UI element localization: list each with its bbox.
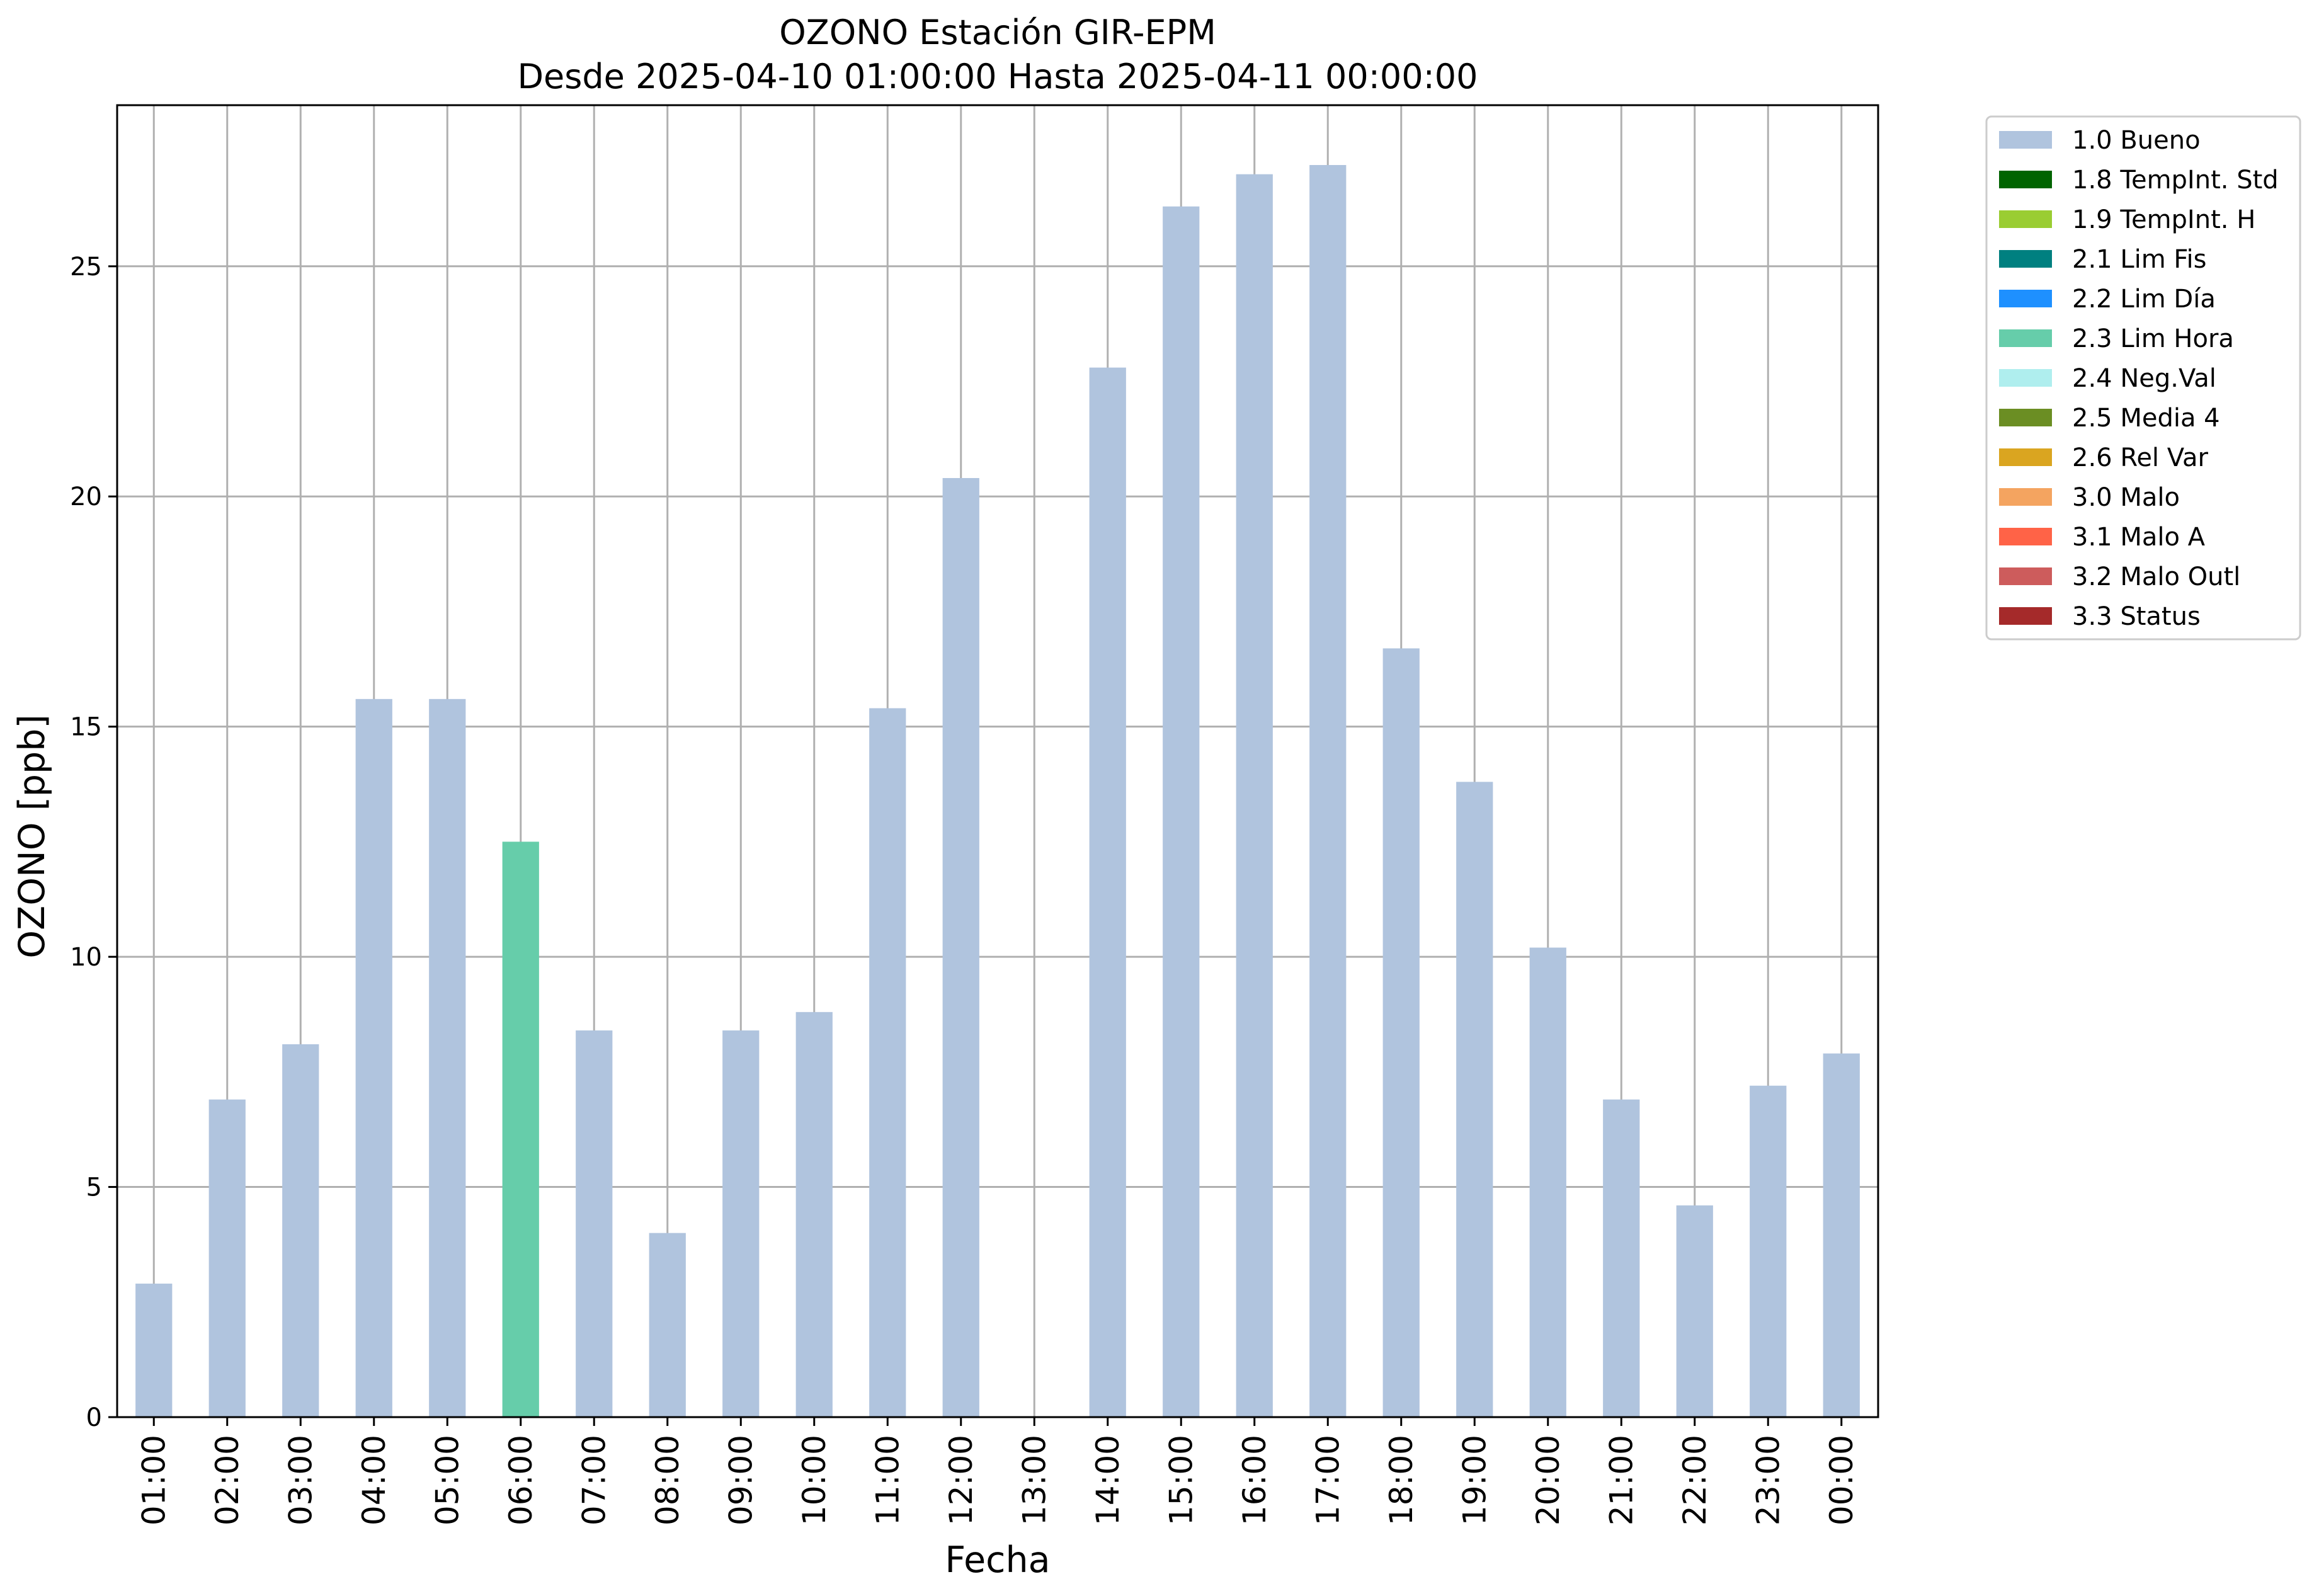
legend: 1.0 Bueno 1.8 TempInt. Std 1.9 TempInt. H 2…: [1985, 115, 2301, 641]
x-tick-label: 12:00: [943, 1435, 979, 1525]
x-tick-label: 19:00: [1456, 1435, 1493, 1525]
chart-title: OZONO Estación GIR-EPM: [779, 13, 1216, 52]
x-tick-label: 08:00: [649, 1435, 686, 1525]
bar: [1603, 1099, 1640, 1417]
bar: [429, 698, 466, 1417]
x-tick-label: 16:00: [1236, 1435, 1273, 1525]
legend-label: 3.2 Malo Outl: [2072, 562, 2240, 591]
x-tick-label: 03:00: [282, 1435, 319, 1525]
bar: [1163, 206, 1200, 1417]
legend-swatch: [1999, 131, 2052, 149]
bar: [1823, 1053, 1860, 1417]
bar: [208, 1099, 246, 1417]
x-axis-label: Fecha: [945, 1539, 1050, 1581]
legend-swatch: [1999, 528, 2052, 545]
bar: [1382, 648, 1420, 1417]
bar: [1456, 782, 1493, 1417]
legend-swatch: [1999, 171, 2052, 188]
legend-swatch: [1999, 409, 2052, 426]
x-tick-label: 22:00: [1677, 1435, 1713, 1525]
x-tick-label: 09:00: [722, 1435, 759, 1525]
legend-label: 1.8 TempInt. Std: [2072, 166, 2279, 195]
bar: [1750, 1085, 1787, 1417]
y-tick-label: 5: [86, 1173, 102, 1202]
legend-label: 2.3 Lim Hora: [2072, 324, 2234, 353]
bar: [135, 1284, 173, 1417]
x-tick-label: 13:00: [1016, 1435, 1052, 1525]
y-tick-label: 0: [86, 1403, 102, 1432]
bar: [649, 1233, 686, 1417]
x-tick-label: 11:00: [869, 1435, 906, 1525]
x-tick-label: 17:00: [1309, 1435, 1346, 1525]
legend-swatch: [1999, 290, 2052, 307]
bar: [355, 698, 392, 1417]
legend-swatch: [1999, 250, 2052, 268]
x-tick-label: 06:00: [503, 1435, 539, 1525]
x-tick-label: 15:00: [1163, 1435, 1199, 1525]
x-tick-label: 14:00: [1090, 1435, 1126, 1525]
chart-subtitle: Desde 2025-04-10 01:00:00 Hasta 2025-04-…: [517, 57, 1478, 96]
y-tick-label: 25: [70, 253, 102, 282]
legend-label: 2.2 Lim Día: [2072, 285, 2216, 314]
bars: [135, 165, 1860, 1417]
legend-label: 2.6 Rel Var: [2072, 443, 2209, 472]
legend-swatch: [1999, 488, 2052, 506]
legend-label: 2.4 Neg.Val: [2072, 364, 2216, 393]
y-tick-label: 20: [70, 482, 102, 511]
x-tick-label: 01:00: [135, 1435, 172, 1525]
bar: [282, 1044, 319, 1417]
legend-swatch: [1999, 607, 2052, 625]
x-tick-label: 04:00: [356, 1435, 392, 1525]
bar: [869, 708, 906, 1417]
legend-label: 3.1 Malo A: [2072, 523, 2206, 552]
legend-swatch: [1999, 329, 2052, 347]
bar: [1089, 367, 1126, 1417]
bar: [576, 1030, 613, 1417]
legend-swatch: [1999, 448, 2052, 466]
x-tick-label: 23:00: [1750, 1435, 1786, 1525]
bar: [795, 1012, 833, 1417]
y-axis-ticks: 0 5 10 15 20 25: [70, 253, 117, 1432]
bar: [1676, 1205, 1713, 1417]
legend-label: 2.1 Lim Fis: [2072, 245, 2206, 274]
bar: [942, 478, 979, 1417]
legend-label: 3.3 Status: [2072, 602, 2201, 631]
y-tick-label: 15: [70, 713, 102, 742]
bar: [502, 841, 539, 1417]
x-tick-label: 21:00: [1603, 1435, 1639, 1525]
legend-label: 2.5 Media 4: [2072, 404, 2220, 433]
bar: [722, 1030, 760, 1417]
x-tick-label: 18:00: [1383, 1435, 1420, 1525]
legend-label: 1.0 Bueno: [2072, 126, 2201, 155]
y-tick-label: 10: [70, 943, 102, 972]
x-tick-label: 02:00: [209, 1435, 246, 1525]
bar: [1309, 165, 1347, 1417]
x-tick-label: 10:00: [796, 1435, 833, 1525]
x-tick-label: 20:00: [1530, 1435, 1566, 1525]
bar: [1529, 947, 1566, 1417]
legend-label: 3.0 Malo: [2072, 483, 2180, 512]
legend-label: 1.9 TempInt. H: [2072, 205, 2255, 234]
y-axis-label: OZONO [ppb]: [11, 714, 53, 958]
x-axis-ticks: 01:00 02:00 03:00 04:00 05:00 06:00 07:00 08:00…: [135, 1417, 1860, 1525]
legend-swatch: [1999, 210, 2052, 228]
x-tick-label: 07:00: [576, 1435, 612, 1525]
plot-area-frame: [116, 104, 1879, 1418]
legend-swatch: [1999, 567, 2052, 585]
x-tick-label: 05:00: [429, 1435, 465, 1525]
bar: [1236, 174, 1273, 1417]
x-tick-label: 00:00: [1823, 1435, 1860, 1525]
legend-frame: [1985, 115, 2301, 641]
legend-swatch: [1999, 369, 2052, 387]
